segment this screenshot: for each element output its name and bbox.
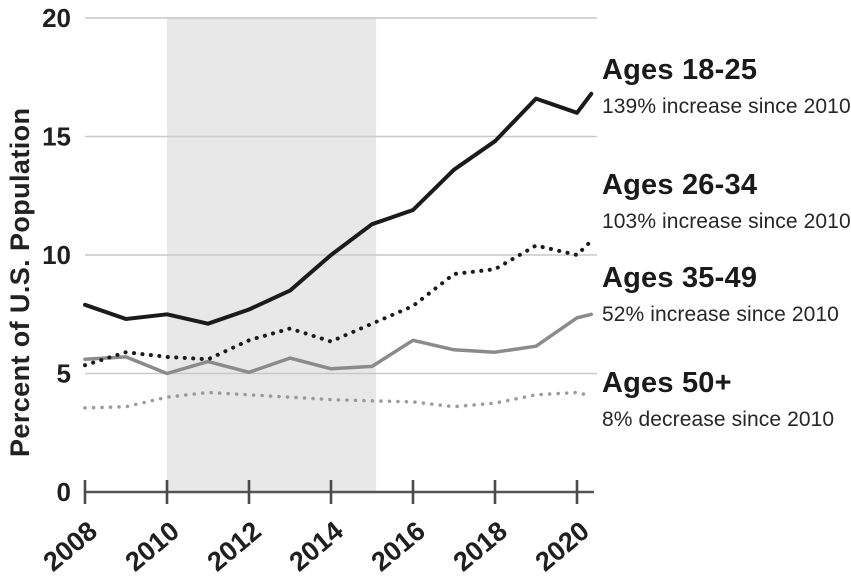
y-tick-label-15: 15 xyxy=(42,122,71,152)
series-line-ages-18-25 xyxy=(83,91,594,326)
x-tick-label-2018: 2018 xyxy=(448,516,513,576)
legend: Ages 18-25 139% increase since 2010 Ages… xyxy=(602,0,851,576)
legend-ages-50-plus: Ages 50+ 8% decrease since 2010 xyxy=(602,367,835,432)
x-tick-label-2008: 2008 xyxy=(38,516,103,576)
x-tick-label-2012: 2012 xyxy=(202,516,267,576)
legend-ages-50-plus-note: 8% decrease since 2010 xyxy=(602,407,835,431)
legend-ages-35-49: Ages 35-49 52% increase since 2010 xyxy=(602,262,839,327)
legend-ages-26-34-label: Ages 26-34 xyxy=(602,169,758,201)
y-tick-label-10: 10 xyxy=(42,240,71,270)
y-axis-title: Percent of U.S. Population xyxy=(5,107,35,457)
series-line-ages-26-34 xyxy=(83,238,594,368)
y-tick-label-5: 5 xyxy=(57,359,71,389)
legend-ages-18-25-note: 139% increase since 2010 xyxy=(602,94,851,118)
legend-ages-26-34: Ages 26-34 103% increase since 2010 xyxy=(602,169,851,234)
series-line-ages-35-49 xyxy=(83,312,594,376)
y-tick-label-0: 0 xyxy=(57,477,71,507)
legend-ages-35-49-label: Ages 35-49 xyxy=(602,262,758,294)
legend-ages-50-plus-label: Ages 50+ xyxy=(602,367,732,399)
legend-ages-18-25-label: Ages 18-25 xyxy=(602,54,758,86)
legend-ages-35-49-note: 52% increase since 2010 xyxy=(602,302,839,326)
y-tick-label-20: 20 xyxy=(42,3,71,33)
legend-ages-18-25: Ages 18-25 139% increase since 2010 xyxy=(602,54,851,119)
legend-ages-26-34-note: 103% increase since 2010 xyxy=(602,209,851,233)
x-tick-label-2010: 2010 xyxy=(120,516,185,576)
x-tick-label-2016: 2016 xyxy=(366,516,431,576)
x-tick-label-2014: 2014 xyxy=(284,516,349,576)
x-tick-label-2020: 2020 xyxy=(530,516,595,576)
